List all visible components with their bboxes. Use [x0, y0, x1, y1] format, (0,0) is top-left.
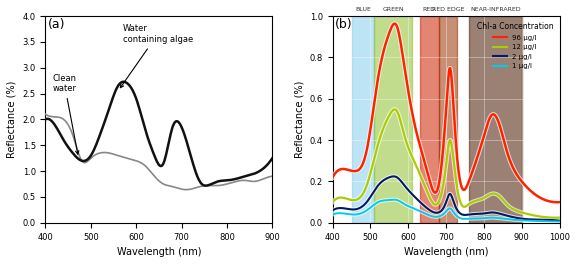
Legend: 96 μg/l, 12 μg/l, 2 μg/l, 1 μg/l: 96 μg/l, 12 μg/l, 2 μg/l, 1 μg/l — [474, 20, 556, 72]
X-axis label: Wavelength (nm): Wavelength (nm) — [117, 247, 201, 257]
Bar — [439, 16, 458, 223]
Bar — [351, 16, 374, 223]
Text: (b): (b) — [335, 18, 353, 31]
Text: Water
containing algae: Water containing algae — [121, 25, 193, 88]
Text: (a): (a) — [48, 18, 65, 31]
Bar — [419, 16, 439, 223]
Y-axis label: Reflectance (%): Reflectance (%) — [7, 81, 17, 158]
Bar — [374, 16, 412, 223]
Text: Clean
water: Clean water — [53, 74, 79, 154]
Text: NEAR-INFRARED: NEAR-INFRARED — [470, 7, 520, 12]
X-axis label: Wavelength (nm): Wavelength (nm) — [404, 247, 488, 257]
Text: RED: RED — [422, 7, 436, 12]
Bar — [469, 16, 522, 223]
Text: RED EDGE: RED EDGE — [432, 7, 464, 12]
Text: GREEN: GREEN — [383, 7, 404, 12]
Y-axis label: Reflectance (%): Reflectance (%) — [294, 81, 304, 158]
Text: BLUE: BLUE — [355, 7, 371, 12]
